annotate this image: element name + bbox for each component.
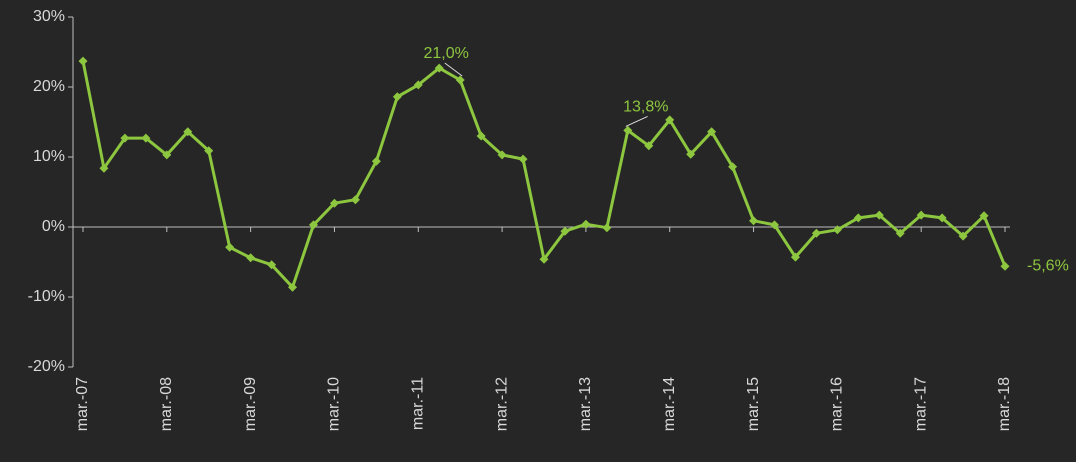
point-marker bbox=[916, 210, 926, 220]
y-tick-label: 0% bbox=[42, 218, 65, 235]
x-tick-label: mar.-12 bbox=[493, 377, 510, 431]
y-tick-label: 30% bbox=[33, 8, 65, 25]
point-marker bbox=[644, 141, 654, 151]
point-marker bbox=[350, 195, 360, 205]
point-marker bbox=[602, 223, 612, 233]
point-marker bbox=[749, 216, 759, 226]
point-marker bbox=[560, 226, 570, 236]
point-marker bbox=[853, 213, 863, 223]
point-marker bbox=[874, 210, 884, 220]
point-marker bbox=[392, 92, 402, 102]
x-tick-label: mar.-08 bbox=[158, 377, 175, 431]
point-marker bbox=[476, 131, 486, 141]
point-marker bbox=[455, 75, 465, 85]
point-marker bbox=[581, 219, 591, 229]
x-tick-label: mar.-10 bbox=[326, 377, 343, 431]
x-tick-label: mar.-09 bbox=[242, 377, 259, 431]
data-label: 13,8% bbox=[623, 99, 668, 116]
x-tick-label: mar.-17 bbox=[912, 377, 929, 431]
point-marker bbox=[623, 125, 633, 135]
point-marker bbox=[958, 231, 968, 241]
leader-line bbox=[444, 62, 463, 77]
y-tick-label: 20% bbox=[33, 78, 65, 95]
point-marker bbox=[707, 127, 717, 137]
point-marker bbox=[78, 56, 88, 66]
point-marker bbox=[539, 254, 549, 264]
point-marker bbox=[518, 154, 528, 164]
point-marker bbox=[895, 228, 905, 238]
x-tick-label: mar.-11 bbox=[409, 377, 426, 430]
point-marker bbox=[225, 242, 235, 252]
x-tick-label: mar.-16 bbox=[829, 377, 846, 431]
data-label: -5,6% bbox=[1027, 257, 1069, 274]
data-label: 21,0% bbox=[423, 45, 468, 62]
x-tick-label: mar.-13 bbox=[577, 377, 594, 431]
leader-line bbox=[625, 115, 648, 127]
point-marker bbox=[1000, 261, 1010, 271]
x-tick-label: mar.-14 bbox=[661, 377, 678, 431]
point-marker bbox=[141, 133, 151, 143]
x-tick-label: mar.-07 bbox=[74, 377, 91, 431]
point-marker bbox=[99, 163, 109, 173]
point-marker bbox=[267, 260, 277, 270]
point-marker bbox=[790, 252, 800, 262]
point-marker bbox=[497, 150, 507, 160]
x-tick-label: mar.-18 bbox=[996, 377, 1013, 431]
point-marker bbox=[162, 150, 172, 160]
point-marker bbox=[686, 149, 696, 159]
point-marker bbox=[309, 220, 318, 230]
point-marker bbox=[120, 133, 130, 143]
point-marker bbox=[371, 156, 381, 166]
y-tick-label: -10% bbox=[28, 288, 65, 305]
point-marker bbox=[246, 253, 256, 263]
point-marker bbox=[665, 115, 675, 125]
point-marker bbox=[979, 211, 989, 221]
point-marker bbox=[329, 198, 339, 208]
series-line bbox=[81, 60, 1007, 289]
point-marker bbox=[413, 80, 423, 90]
point-marker bbox=[832, 225, 842, 235]
x-tick-label: mar.-15 bbox=[745, 377, 762, 431]
point-marker bbox=[288, 282, 298, 292]
point-marker bbox=[728, 162, 738, 172]
point-marker bbox=[204, 146, 214, 156]
point-marker bbox=[770, 220, 779, 230]
point-marker bbox=[434, 63, 444, 73]
y-tick-label: 10% bbox=[33, 148, 65, 165]
point-marker bbox=[937, 213, 947, 223]
y-tick-label: -20% bbox=[28, 358, 65, 375]
point-marker bbox=[183, 127, 193, 137]
point-marker bbox=[811, 228, 821, 238]
